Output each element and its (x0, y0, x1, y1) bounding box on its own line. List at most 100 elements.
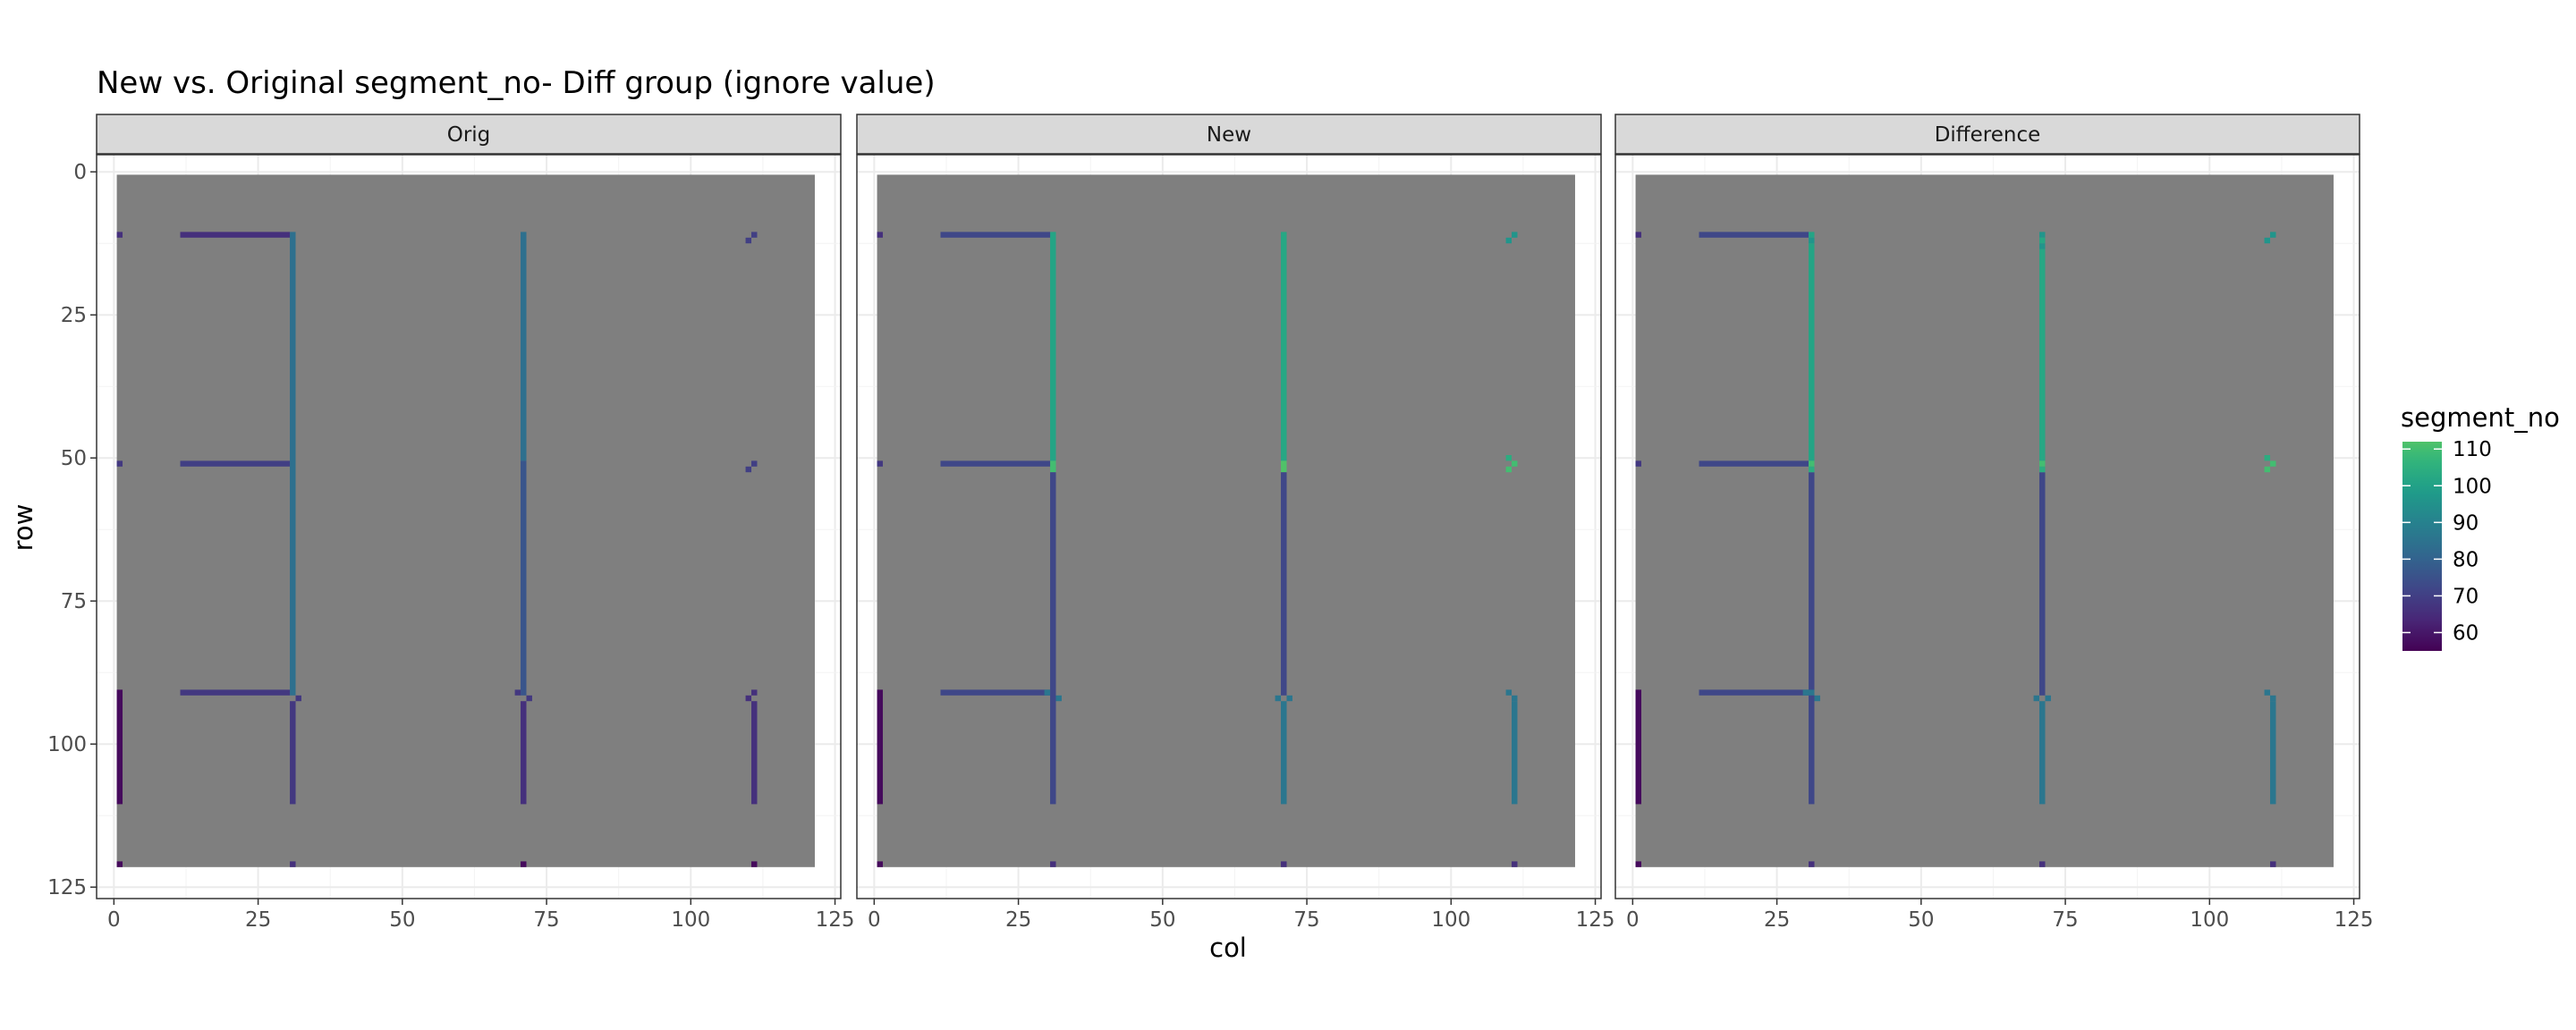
tile-segment (2039, 472, 2046, 696)
facet-panel-orig: Orig 0 25 50 75 100 125 0 25 50 75 100 125 (47, 114, 855, 932)
tile-cell (1512, 232, 1518, 238)
tile-segment (2039, 701, 2046, 805)
tile-cell (2039, 243, 2046, 249)
panel-border (856, 154, 1602, 899)
tile-cell (751, 232, 758, 238)
legend-label: 60 (2453, 621, 2479, 645)
tile-cell (1512, 695, 1518, 702)
tile-cell (2264, 689, 2271, 696)
x-tick-label: 100 (2190, 908, 2229, 932)
tile-cell (745, 237, 752, 244)
tile-cell (2039, 232, 2046, 238)
tile-cell (1286, 695, 1292, 702)
tile-cell (1635, 460, 1642, 467)
tile-cell (877, 232, 884, 238)
chart-title: New vs. Original segment_no- Diff group … (97, 65, 936, 101)
tile-segment (1050, 472, 1056, 805)
tile-segment (1809, 472, 1815, 805)
facet-strip (856, 114, 1602, 155)
tile-cell (1809, 861, 1815, 867)
tile-cell (1505, 466, 1513, 473)
facet-label: Orig (447, 123, 491, 147)
tile-segment (116, 689, 123, 805)
legend-label: 70 (2453, 585, 2479, 608)
tile-background (116, 174, 815, 867)
x-tick-label: 25 (1764, 908, 1790, 932)
tile-cell (2270, 695, 2276, 702)
x-tick-label: 50 (1149, 908, 1175, 932)
tile-segment (751, 701, 758, 805)
legend-colorbar (2402, 442, 2442, 651)
tile-cell (1275, 695, 1282, 702)
tile-cell (1809, 466, 1815, 473)
x-axis-title: col (1209, 933, 1247, 963)
y-tick-label: 50 (61, 447, 87, 470)
tile-segment (1050, 460, 1056, 473)
tile-cell (526, 695, 532, 702)
tile-segment (1699, 460, 1809, 467)
facet-label: Difference (1935, 123, 2041, 147)
tile-cell (1055, 695, 1062, 702)
tile-cell (1814, 695, 1820, 702)
tile-cell (116, 460, 123, 467)
tile-cell (1809, 689, 1815, 696)
tile-cell (2045, 695, 2051, 702)
panel-border (1614, 154, 2360, 899)
tile-cell (2264, 466, 2271, 473)
facet-strip (1614, 114, 2360, 155)
legend-label: 100 (2453, 475, 2492, 498)
tile-segment (877, 689, 884, 805)
y-tick-label: 25 (61, 304, 87, 327)
y-tick-label: 75 (61, 590, 87, 613)
tile-cell (116, 861, 123, 867)
tile-cell (751, 689, 758, 696)
tile-cell (290, 861, 296, 867)
tile-segment (2039, 249, 2046, 461)
legend-title: segment_no (2401, 402, 2560, 433)
tile-cell (751, 861, 758, 867)
tile-cell (514, 689, 521, 696)
tile-segment (290, 701, 296, 805)
tile-cell (521, 861, 527, 867)
tile-segment (1699, 232, 1809, 238)
facet-strip (96, 114, 842, 155)
tile-cell (1512, 861, 1518, 867)
facet-panels: Orig 0 25 50 75 100 125 0 25 50 75 100 125 New 0 25 50 75… (47, 114, 2374, 932)
facet-panel-new: New 0 25 50 75 100 125 (856, 114, 1615, 932)
tile-cell (2270, 460, 2276, 467)
tile-background (1635, 174, 2334, 867)
x-tick-label: 0 (868, 908, 881, 932)
x-tick-label: 25 (245, 908, 271, 932)
tile-segment (1809, 243, 1815, 461)
tile-cell (1044, 689, 1051, 696)
y-tick-label: 100 (47, 733, 87, 756)
tile-cell (745, 695, 752, 702)
x-tick-label: 50 (1908, 908, 1934, 932)
tile-segment (180, 460, 291, 467)
facet-label: New (1207, 123, 1251, 147)
x-tick-label: 125 (2334, 908, 2374, 932)
y-tick-label: 0 (73, 161, 87, 184)
x-tick-label: 0 (1626, 908, 1640, 932)
tile-segment (521, 232, 527, 461)
tile-segment (940, 460, 1051, 467)
tile-cell (1505, 237, 1513, 244)
tile-cell (2270, 861, 2276, 867)
x-tick-label: 75 (2052, 908, 2078, 932)
tile-segment (290, 232, 296, 696)
tile-cell (1802, 689, 1809, 696)
legend: segment_no 60 70 80 90 100 110 (2401, 402, 2560, 651)
x-tick-label: 75 (1293, 908, 1319, 932)
x-tick-label: 125 (1576, 908, 1615, 932)
tile-cell (877, 861, 884, 867)
tile-cell (2039, 237, 2046, 244)
tile-cell (1809, 460, 1815, 467)
tile-cell (1635, 861, 1642, 867)
tile-cell (2039, 460, 2046, 467)
legend-label: 80 (2453, 548, 2479, 571)
tile-cell (1050, 861, 1056, 867)
tile-segment (180, 232, 291, 238)
x-tick-label: 125 (816, 908, 855, 932)
tile-cell (745, 466, 752, 473)
